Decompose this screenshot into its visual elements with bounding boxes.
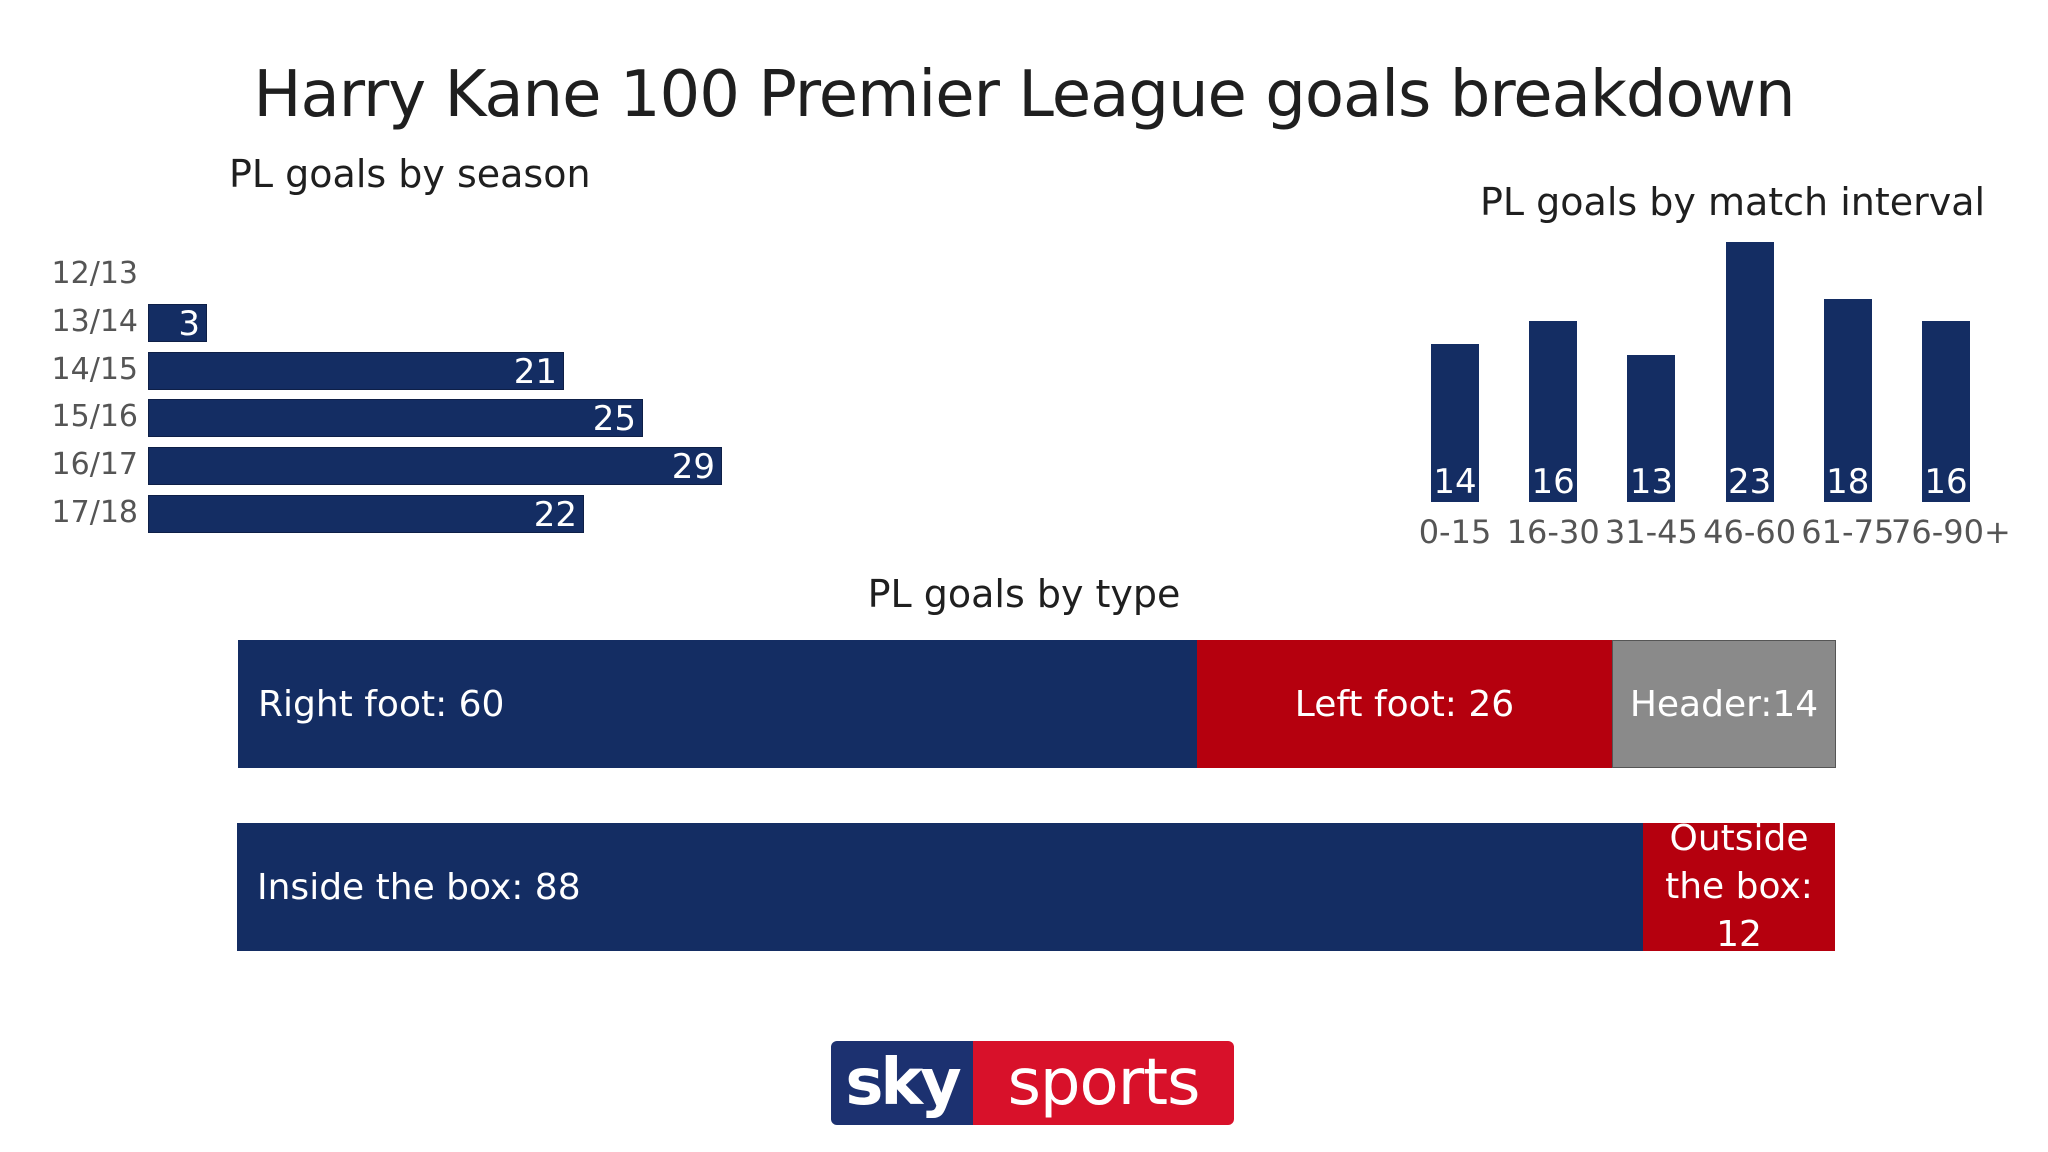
type-segment-label: Left foot: 26 xyxy=(1294,683,1515,725)
interval-bar-chart: 14 0-15 16 16-30 13 31-45 23 46-60 18 61-75 16 76-9… xyxy=(0,0,2048,560)
interval-bar: 13 xyxy=(1627,355,1676,502)
season-bar: 29 xyxy=(148,447,722,488)
season-bar-chart: 12/13 13/14 3 14/15 21 15/16 25 16/17 29 17/18 22 xyxy=(0,0,2048,560)
season-label: 12/13 xyxy=(51,256,138,291)
type-segment: Outside the box: 12 xyxy=(1643,823,1835,951)
season-bar: 22 xyxy=(148,495,584,535)
interval-bar-value: 14 xyxy=(1433,462,1477,502)
interval-bar: 16 xyxy=(1529,321,1578,502)
type-segment: Header:14 xyxy=(1612,640,1836,768)
season-bar-value: 3 xyxy=(178,303,200,344)
type-segment: Inside the box: 88 xyxy=(237,823,1643,951)
type-segment-label: Outside the box: 12 xyxy=(1665,823,1813,951)
interval-label: 76-90+ xyxy=(1891,513,2011,551)
interval-bar-value: 13 xyxy=(1629,462,1674,502)
interval-bar: 14 xyxy=(1431,344,1479,502)
interval-chart-title: PL goals by match interval xyxy=(1480,180,1986,224)
type-segment-label: Inside the box: 88 xyxy=(257,866,581,908)
type-row: Right foot: 60 Left foot: 26 Header:14 xyxy=(238,640,1836,768)
interval-bar-value: 23 xyxy=(1727,462,1772,502)
season-bar: 21 xyxy=(148,351,564,392)
season-bar-value: 22 xyxy=(533,495,577,535)
season-label: 15/16 xyxy=(51,399,138,435)
type-segment-label: Right foot: 60 xyxy=(258,683,505,725)
logo-sky-text: sky xyxy=(831,1041,973,1125)
type-row: Inside the box: 88 Outside the box: 12 xyxy=(237,823,1835,951)
interval-label: 46-60 xyxy=(1703,513,1797,551)
type-segment: Right foot: 60 xyxy=(238,640,1197,768)
logo-sports-text: sports xyxy=(973,1041,1234,1125)
type-segment-label: Header:14 xyxy=(1629,683,1819,725)
season-label: 16/17 xyxy=(51,447,138,483)
season-chart-title: PL goals by season xyxy=(229,152,591,196)
interval-label: 31-45 xyxy=(1604,513,1698,551)
season-bar-value: 21 xyxy=(513,351,557,392)
season-bar-value: 25 xyxy=(592,399,636,440)
interval-bar: 18 xyxy=(1823,299,1872,502)
type-chart-title: PL goals by type xyxy=(867,572,1181,616)
season-bar: 3 xyxy=(148,303,207,344)
interval-label: 16-30 xyxy=(1506,513,1600,551)
interval-bar-value: 16 xyxy=(1924,462,1968,502)
season-label: 14/15 xyxy=(51,351,138,387)
interval-label: 61-75 xyxy=(1801,513,1895,551)
interval-label: 0-15 xyxy=(1418,513,1492,551)
type-segment: Left foot: 26 xyxy=(1197,640,1612,768)
season-bar: 25 xyxy=(148,399,643,440)
interval-bar-value: 18 xyxy=(1826,462,1870,502)
season-label: 17/18 xyxy=(51,495,138,530)
sky-sports-logo: sky sports xyxy=(831,1041,1234,1125)
interval-bar: 23 xyxy=(1725,242,1774,502)
interval-bar-value: 16 xyxy=(1531,462,1575,502)
season-bar-value: 29 xyxy=(671,447,715,488)
interval-bar: 16 xyxy=(1922,321,1970,502)
chart-title: Harry Kane 100 Premier League goals brea… xyxy=(253,58,1795,132)
season-label: 13/14 xyxy=(51,303,138,339)
